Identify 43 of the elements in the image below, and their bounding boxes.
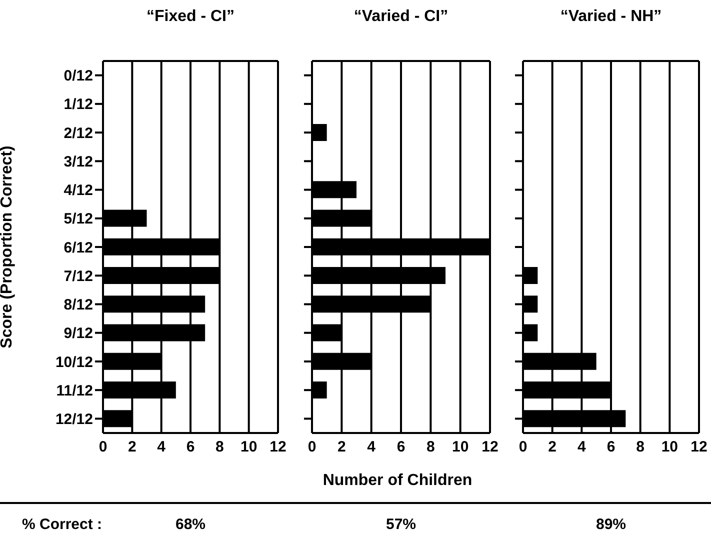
x-tick-label: 10: [452, 438, 469, 456]
y-tick-label: 7/12: [64, 268, 93, 285]
text: 57%: [384, 516, 418, 533]
x-tick-label: 0: [308, 438, 316, 456]
y-tick-label: 12/12: [55, 411, 93, 428]
chart-title: “Varied - NH”: [559, 8, 663, 26]
x-tick-label: 2: [128, 438, 136, 456]
x-tick-label: 12: [270, 438, 286, 456]
x-tick-label: 0: [518, 438, 528, 456]
x-tick-label: 4: [577, 438, 586, 456]
text: 89%: [594, 516, 628, 533]
x-tick-label: 4: [367, 438, 376, 456]
y-axis-title: Score (Proportion Correct): [0, 146, 16, 348]
y-tick-label: 11/12: [56, 382, 93, 400]
x-tick-label: 6: [186, 438, 195, 456]
x-tick-label: 10: [240, 438, 258, 456]
y-tick-label: 6/12: [64, 239, 93, 256]
x-tick-label: 2: [337, 438, 346, 456]
x-tick-label: 8: [215, 438, 224, 456]
x-tick-label: 6: [396, 438, 406, 456]
y-tick-label: 0/12: [64, 68, 93, 85]
x-tick-label: 10: [661, 438, 678, 456]
chart-title: “Fixed - CI”: [145, 8, 236, 26]
y-tick-label: 5/12: [64, 210, 93, 228]
x-tick-label: 2: [548, 438, 557, 456]
y-tick-label: 4/12: [64, 182, 93, 200]
x-tick-label: 6: [606, 438, 616, 456]
y-tick-label: 10/12: [55, 354, 93, 371]
y-tick-label: 3/12: [64, 153, 93, 170]
text: 68%: [174, 516, 207, 533]
x-tick-label: 0: [98, 438, 108, 456]
x-tick-label: 12: [482, 438, 498, 456]
x-tick-label: 8: [426, 438, 435, 456]
y-tick-label: 8/12: [64, 296, 93, 314]
x-axis-title: Number of Children: [322, 472, 474, 490]
chart-title: “Varied - CI”: [352, 8, 450, 26]
text: % Correct :: [22, 516, 102, 533]
x-tick-label: 4: [157, 438, 166, 456]
y-tick-label: 1/12: [64, 96, 93, 114]
x-tick-label: 8: [636, 438, 645, 456]
x-tick-label: 12: [690, 438, 708, 456]
y-tick-label: 2/12: [64, 124, 93, 142]
y-tick-label: 9/12: [64, 325, 93, 342]
